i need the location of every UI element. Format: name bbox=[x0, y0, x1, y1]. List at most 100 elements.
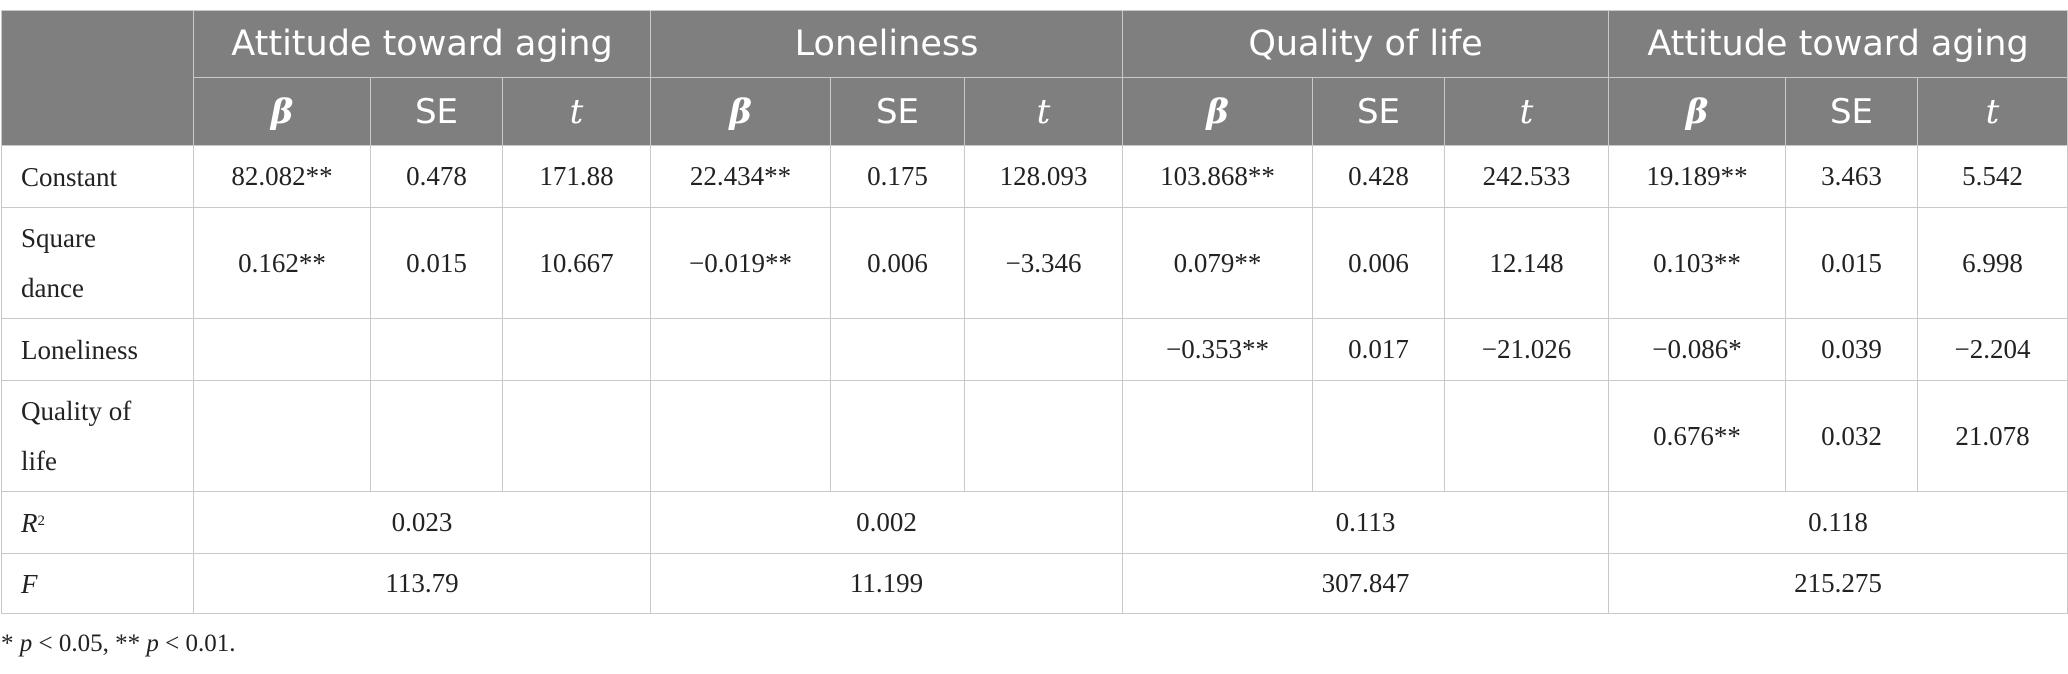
table-cell bbox=[502, 380, 651, 492]
r-squared-value: 0.118 bbox=[1608, 491, 2068, 554]
table-cell: 0.676** bbox=[1608, 380, 1787, 492]
table-cell: 0.006 bbox=[1312, 207, 1446, 319]
row-label-line: dance bbox=[21, 273, 84, 303]
row-label-f: F bbox=[1, 553, 194, 614]
table-cell: −0.353** bbox=[1122, 318, 1314, 381]
table-cell bbox=[193, 318, 371, 381]
sub-header-t: t bbox=[963, 77, 1124, 146]
sub-header-beta: β bbox=[650, 77, 831, 146]
row-label: Loneliness bbox=[1, 318, 194, 381]
table-cell: 0.017 bbox=[1312, 318, 1446, 381]
row-label-line: Square bbox=[21, 223, 96, 253]
table-cell: 82.082** bbox=[193, 145, 371, 208]
r-symbol: R bbox=[21, 507, 38, 538]
table-cell: 0.162** bbox=[193, 207, 371, 319]
table-cell bbox=[370, 380, 503, 492]
footnote-text: * bbox=[1, 630, 20, 657]
sub-header-se: SE bbox=[370, 77, 503, 146]
group-header-quality-of-life: Quality of life bbox=[1122, 10, 1610, 78]
row-label: Square dance bbox=[1, 207, 194, 319]
row-label: Quality of life bbox=[1, 380, 194, 492]
table-cell: 242.533 bbox=[1444, 145, 1610, 208]
row-label-line: life bbox=[21, 446, 57, 476]
row-label: Constant bbox=[1, 145, 194, 208]
table-cell bbox=[1312, 380, 1446, 492]
table-cell: −21.026 bbox=[1444, 318, 1610, 381]
table-row-square-dance: Square dance 0.162** 0.015 10.667 −0.019*… bbox=[1, 207, 2068, 319]
table-cell: −3.346 bbox=[963, 207, 1124, 319]
table-cell bbox=[370, 318, 503, 381]
table-cell: 0.478 bbox=[370, 145, 503, 208]
f-symbol: F bbox=[21, 568, 38, 599]
table-cell bbox=[963, 380, 1124, 492]
table-cell bbox=[830, 380, 965, 492]
f-value: 307.847 bbox=[1122, 553, 1610, 614]
table-cell bbox=[830, 318, 965, 381]
sub-header-row: β SE t β SE t β SE t β SE t bbox=[2, 77, 2068, 146]
sub-header-beta: β bbox=[1608, 77, 1787, 146]
table-cell: 0.006 bbox=[830, 207, 965, 319]
table-cell: 0.032 bbox=[1785, 380, 1919, 492]
table-cell: 3.463 bbox=[1785, 145, 1919, 208]
table-cell: −0.086* bbox=[1608, 318, 1787, 381]
row-label-line: Quality of bbox=[21, 396, 132, 426]
sub-header-beta: β bbox=[1122, 77, 1314, 146]
table-footnote: * p < 0.05, ** p < 0.01. bbox=[1, 630, 235, 658]
table-cell: 0.015 bbox=[370, 207, 503, 319]
table-row-quality-of-life: Quality of life 0.676** 0.032 21.078 bbox=[1, 380, 2068, 492]
f-value: 11.199 bbox=[649, 553, 1124, 614]
table-row-f: F 113.79 11.199 307.847 215.275 bbox=[1, 553, 2068, 614]
footnote-p: p bbox=[19, 630, 33, 657]
table-cell bbox=[650, 380, 831, 492]
sub-header-t: t bbox=[502, 77, 651, 146]
footnote-p: p bbox=[146, 630, 159, 657]
r-superscript: 2 bbox=[37, 512, 46, 529]
table-cell: 0.039 bbox=[1785, 318, 1919, 381]
table-cell bbox=[1122, 380, 1314, 492]
table-cell: 5.542 bbox=[1917, 145, 2068, 208]
sub-header-se: SE bbox=[1785, 77, 1919, 146]
table-cell: 0.428 bbox=[1312, 145, 1446, 208]
table-row-constant: Constant 82.082** 0.478 171.88 22.434** … bbox=[1, 145, 2068, 208]
table-cell: 171.88 bbox=[502, 145, 651, 208]
f-value: 215.275 bbox=[1608, 553, 2068, 614]
group-header-row: Attitude toward aging Loneliness Quality… bbox=[1, 10, 2068, 146]
table-cell: 128.093 bbox=[963, 145, 1124, 208]
table-cell: 0.175 bbox=[830, 145, 965, 208]
group-header-attitude-1: Attitude toward aging bbox=[193, 10, 651, 78]
table-cell: 6.998 bbox=[1917, 207, 2068, 319]
table-cell: 10.667 bbox=[502, 207, 651, 319]
sub-header-se: SE bbox=[830, 77, 965, 146]
footnote-text: < 0.01. bbox=[158, 630, 236, 657]
r-squared-value: 0.023 bbox=[193, 491, 651, 554]
table-cell bbox=[963, 318, 1124, 381]
row-label-r-squared: R2 bbox=[1, 491, 194, 554]
table-cell: 0.103** bbox=[1608, 207, 1787, 319]
f-value: 113.79 bbox=[193, 553, 651, 614]
regression-table: Attitude toward aging Loneliness Quality… bbox=[1, 10, 2068, 614]
table-cell: 22.434** bbox=[650, 145, 831, 208]
table-row-loneliness: Loneliness −0.353** 0.017 −21.026 −0.086… bbox=[1, 318, 2068, 381]
table-cell bbox=[1444, 380, 1610, 492]
header-corner bbox=[1, 10, 194, 146]
table-cell: 0.015 bbox=[1785, 207, 1919, 319]
table-header: Attitude toward aging Loneliness Quality… bbox=[1, 10, 2068, 146]
table-cell bbox=[502, 318, 651, 381]
r-squared-value: 0.113 bbox=[1122, 491, 1610, 554]
table-cell: 0.079** bbox=[1122, 207, 1314, 319]
table-cell: 19.189** bbox=[1608, 145, 1787, 208]
group-header-attitude-2: Attitude toward aging bbox=[1608, 10, 2068, 78]
table-cell: −0.019** bbox=[650, 207, 831, 319]
table-cell bbox=[650, 318, 831, 381]
footnote-text: < 0.05, ** bbox=[32, 630, 147, 657]
table-cell bbox=[193, 380, 371, 492]
group-header-loneliness: Loneliness bbox=[649, 10, 1124, 78]
table-cell: 21.078 bbox=[1917, 380, 2068, 492]
table-cell: −2.204 bbox=[1917, 318, 2068, 381]
sub-header-beta: β bbox=[193, 77, 371, 146]
r-squared-value: 0.002 bbox=[649, 491, 1124, 554]
table-body: Constant 82.082** 0.478 171.88 22.434** … bbox=[1, 145, 2068, 614]
table-cell: 103.868** bbox=[1122, 145, 1314, 208]
sub-header-se: SE bbox=[1312, 77, 1446, 146]
table-cell: 12.148 bbox=[1444, 207, 1610, 319]
